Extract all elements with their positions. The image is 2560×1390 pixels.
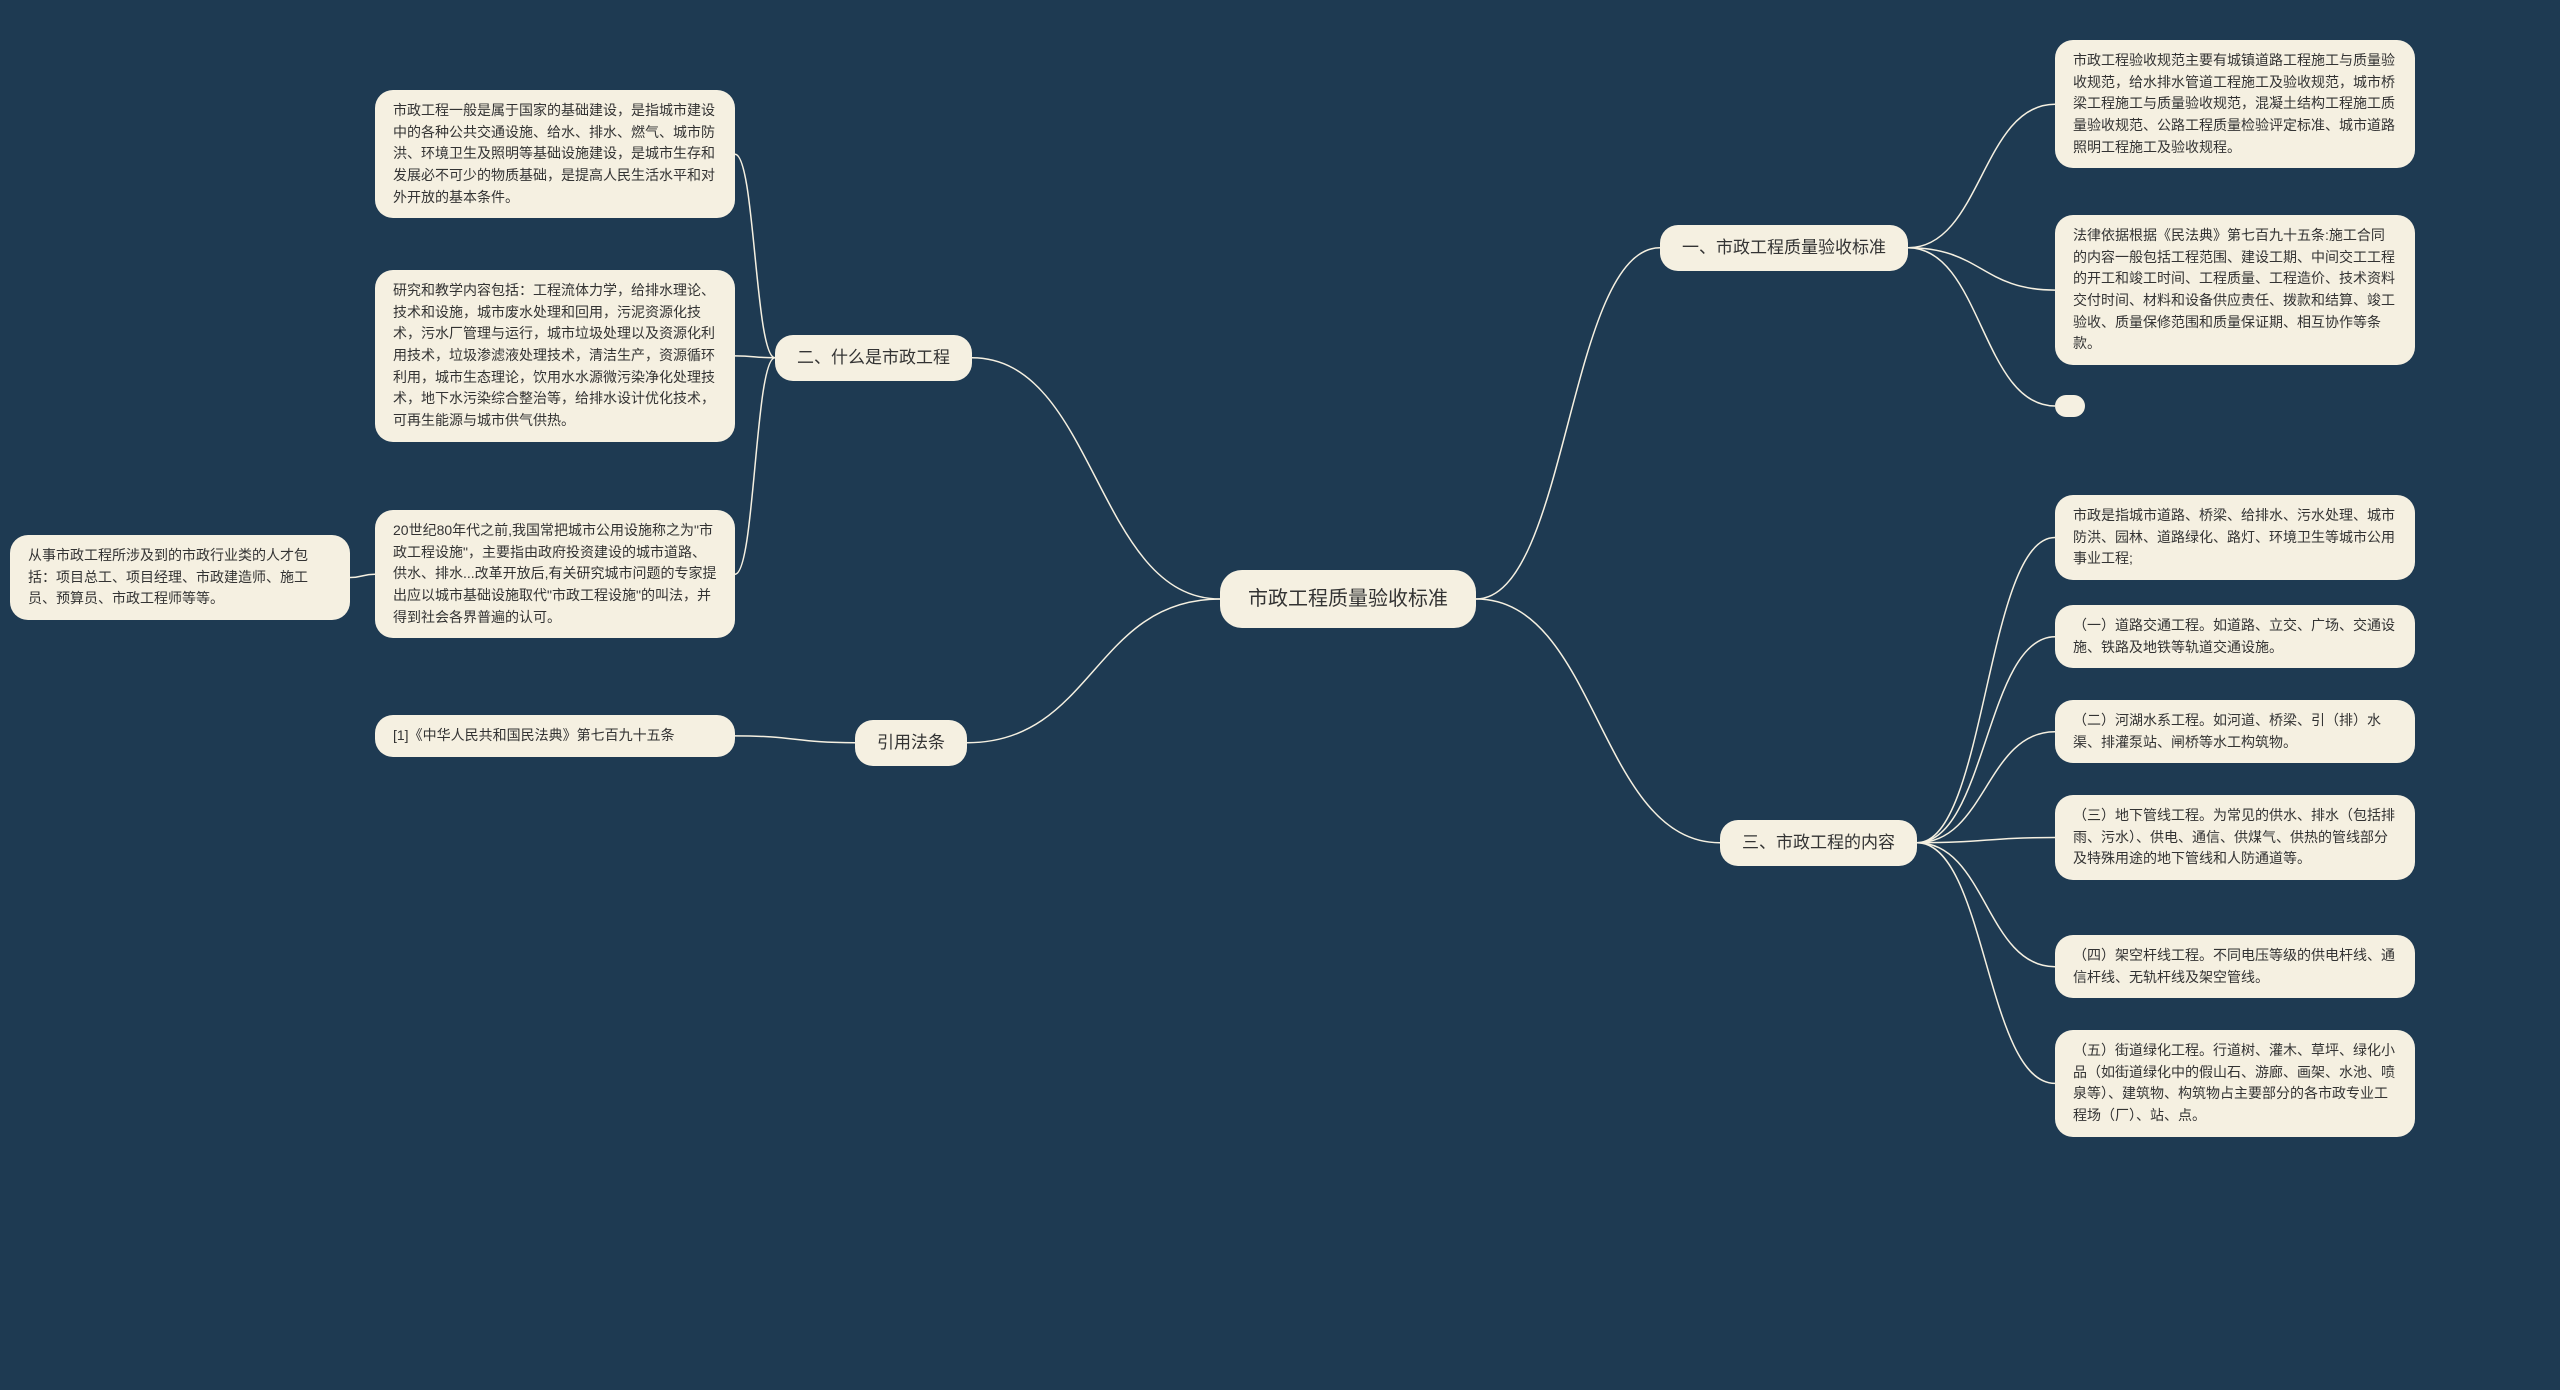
leaf-b2l1: 市政工程一般是属于国家的基础建设，是指城市建设中的各种公共交通设施、给水、排水、… (375, 90, 735, 218)
branch-b2: 二、什么是市政工程 (775, 335, 972, 381)
leaf-b3l2: （一）道路交通工程。如道路、立交、广场、交通设施、铁路及地铁等轨道交通设施。 (2055, 605, 2415, 668)
leaf-b3l4: （三）地下管线工程。为常见的供水、排水（包括排雨、污水）、供电、通信、供煤气、供… (2055, 795, 2415, 880)
root-node: 市政工程质量验收标准 (1220, 570, 1476, 628)
leaf-b1l1: 市政工程验收规范主要有城镇道路工程施工与质量验收规范，给水排水管道工程施工及验收… (2055, 40, 2415, 168)
leaf-b3l1: 市政是指城市道路、桥梁、给排水、污水处理、城市防洪、园林、道路绿化、路灯、环境卫… (2055, 495, 2415, 580)
leaf-b1l3 (2055, 395, 2085, 417)
leaf-b3l5: （四）架空杆线工程。不同电压等级的供电杆线、通信杆线、无轨杆线及架空管线。 (2055, 935, 2415, 998)
leaf-brefl1: [1]《中华人民共和国民法典》第七百九十五条 (375, 715, 735, 757)
leaf-b2l3: 20世纪80年代之前,我国常把城市公用设施称之为"市政工程设施"，主要指由政府投… (375, 510, 735, 638)
branch-b1: 一、市政工程质量验收标准 (1660, 225, 1908, 271)
branch-b3: 三、市政工程的内容 (1720, 820, 1917, 866)
branch-bref: 引用法条 (855, 720, 967, 766)
leaf-b2l2: 研究和教学内容包括：工程流体力学，给排水理论、技术和设施，城市废水处理和回用，污… (375, 270, 735, 442)
leaf-b3l3: （二）河湖水系工程。如河道、桥梁、引（排）水渠、排灌泵站、闸桥等水工构筑物。 (2055, 700, 2415, 763)
leaf-b3l6: （五）街道绿化工程。行道树、灌木、草坪、绿化小品（如街道绿化中的假山石、游廊、画… (2055, 1030, 2415, 1137)
leaf-b2l3s: 从事市政工程所涉及到的市政行业类的人才包括：项目总工、项目经理、市政建造师、施工… (10, 535, 350, 620)
leaf-b1l2: 法律依据根据《民法典》第七百九十五条:施工合同的内容一般包括工程范围、建设工期、… (2055, 215, 2415, 365)
